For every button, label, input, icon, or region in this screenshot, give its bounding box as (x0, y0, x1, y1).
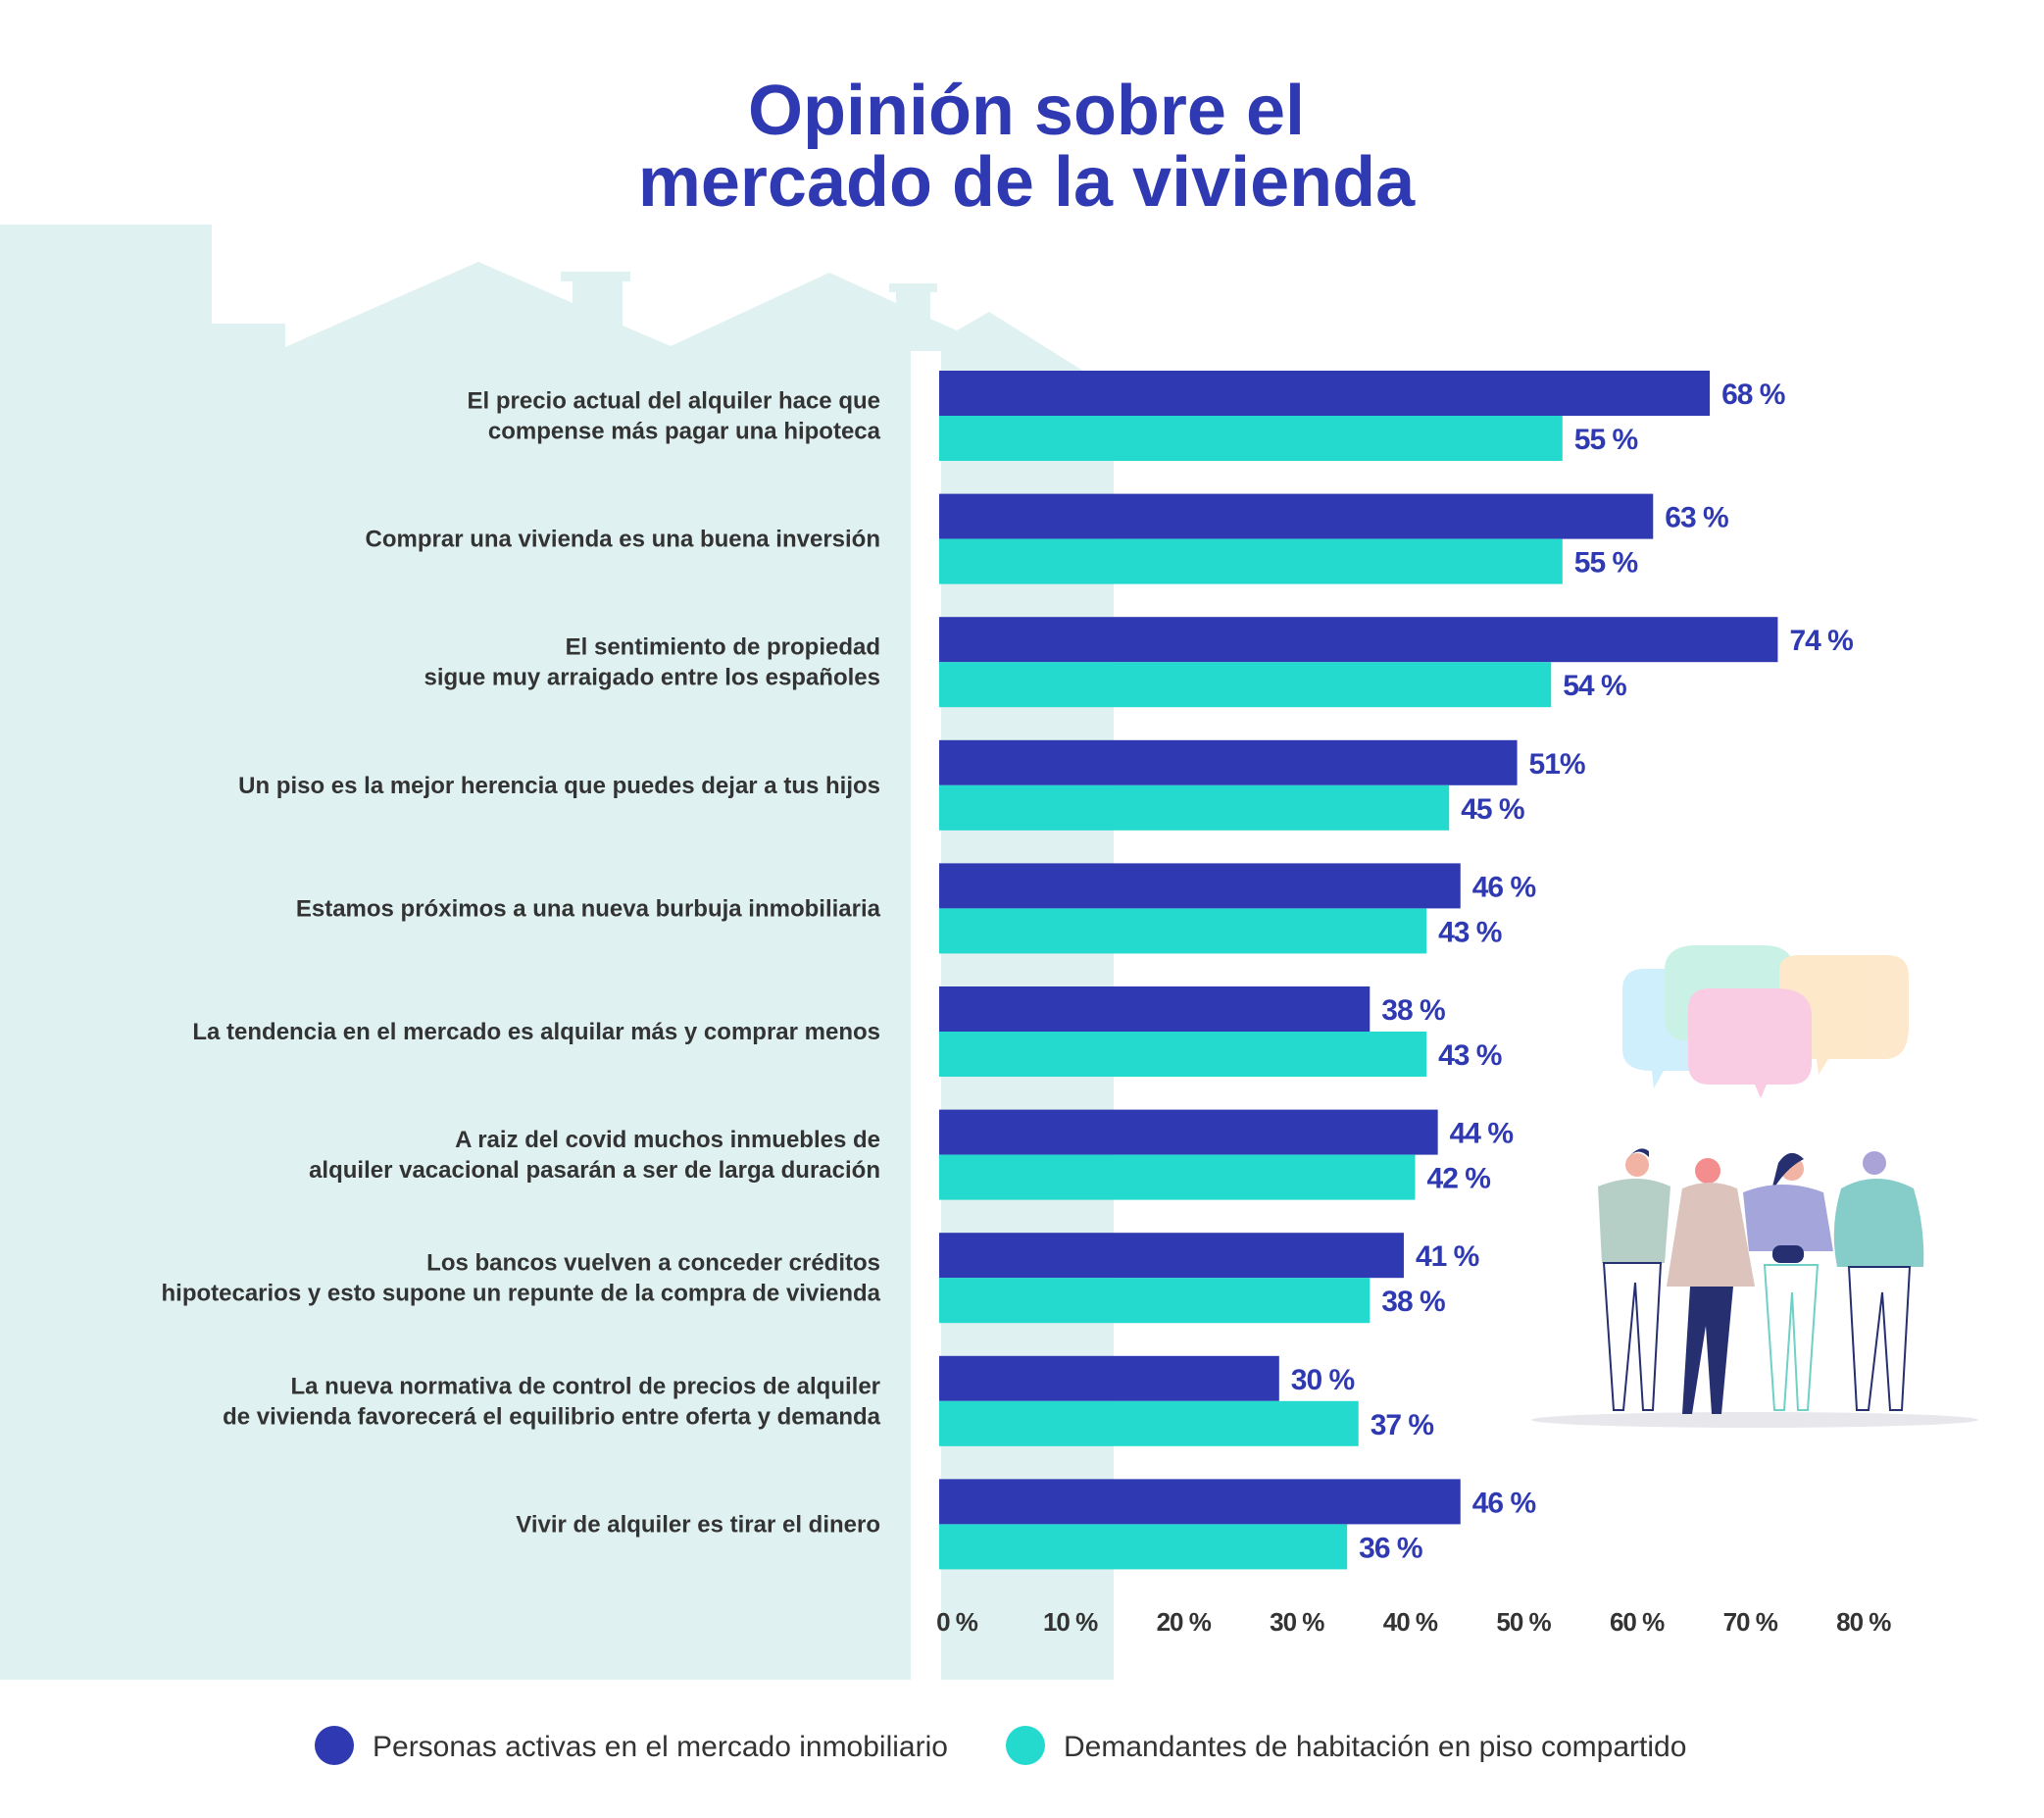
value-label-series-2: 55 % (1574, 547, 1638, 580)
value-label-series-1: 44 % (1450, 1118, 1514, 1150)
x-tick-label: 10 % (1043, 1607, 1098, 1637)
category-label: Comprar una vivienda es una buena invers… (366, 527, 880, 553)
legend-label-series-1: Personas activas en el mercado inmobilia… (373, 1731, 948, 1763)
category-row: A raiz del covid muchos inmuebles de alqu… (309, 1109, 1514, 1200)
category-label: compense más pagar una hipoteca (488, 419, 881, 445)
x-tick-label: 40 % (1383, 1607, 1438, 1637)
legend-marker-series-1 (315, 1726, 354, 1765)
value-label-series-2: 38 % (1381, 1286, 1445, 1318)
house-silhouette-background (0, 225, 1114, 1680)
value-label-series-1: 68 % (1721, 379, 1785, 411)
value-label-series-1: 46 % (1472, 1487, 1536, 1519)
bar-series-1 (939, 739, 1518, 785)
category-label: Estamos próximos a una nueva burbuja inm… (296, 895, 881, 922)
chart-title-line-2: mercado de la vivienda (638, 143, 1416, 222)
value-label-series-1: 51% (1529, 748, 1585, 781)
value-label-series-2: 54 % (1563, 670, 1626, 702)
person-3 (1743, 1152, 1833, 1411)
category-label: hipotecarios y esto supone un repunte de… (161, 1281, 880, 1307)
category-row: Comprar una vivienda es una buena invers… (366, 493, 1729, 584)
category-row: La nueva normativa de control de precios… (223, 1355, 1434, 1446)
value-label-series-1: 63 % (1665, 502, 1728, 534)
value-label-series-1: 74 % (1789, 625, 1853, 657)
x-tick-label: 20 % (1157, 1607, 1212, 1637)
bar-series-1 (939, 371, 1711, 416)
category-label: El precio actual del alquiler hace que (468, 388, 880, 415)
bar-series-1 (939, 1355, 1279, 1401)
person-1 (1598, 1148, 1670, 1411)
category-label: El sentimiento de propiedad (566, 634, 880, 661)
x-tick-label: 70 % (1723, 1607, 1778, 1637)
value-label-series-2: 45 % (1461, 793, 1524, 826)
bar-series-2 (939, 416, 1563, 461)
value-label-series-1: 30 % (1291, 1364, 1355, 1396)
category-row: Los bancos vuelven a conceder créditos hi… (161, 1233, 1480, 1324)
x-tick-label: 0 % (936, 1607, 978, 1637)
ground-shadow (1531, 1412, 1978, 1428)
person-4 (1833, 1151, 1924, 1411)
bar-series-2 (939, 1154, 1416, 1200)
bar-series-2 (939, 1400, 1359, 1446)
bar-series-1 (939, 986, 1371, 1032)
category-label: La tendencia en el mercado es alquilar m… (192, 1019, 880, 1045)
value-label-series-2: 37 % (1371, 1409, 1434, 1441)
bar-series-1 (939, 1479, 1461, 1525)
bar-series-2 (939, 538, 1563, 584)
bar-series-2 (939, 1524, 1348, 1570)
value-label-series-2: 43 % (1438, 1039, 1502, 1072)
category-label: Un piso es la mejor herencia que puedes … (238, 773, 880, 799)
value-label-series-2: 36 % (1359, 1532, 1422, 1564)
value-label-series-1: 46 % (1472, 871, 1536, 903)
value-label-series-2: 55 % (1574, 424, 1638, 456)
category-label: Los bancos vuelven a conceder créditos (426, 1250, 880, 1277)
value-label-series-1: 41 % (1416, 1240, 1479, 1273)
bar-series-1 (939, 863, 1461, 909)
legend-label-series-2: Demandantes de habitación en piso compar… (1064, 1731, 1686, 1763)
x-tick-label: 60 % (1610, 1607, 1665, 1637)
people-illustration (1531, 945, 1978, 1428)
x-tick-label: 30 % (1270, 1607, 1324, 1637)
value-label-series-2: 43 % (1438, 916, 1502, 948)
category-label: A raiz del covid muchos inmuebles de (455, 1127, 880, 1153)
category-row: Vivir de alquiler es tirar el dinero 46 %… (516, 1479, 1536, 1570)
category-row: El sentimiento de propiedad sigue muy arr… (424, 617, 1854, 708)
category-label: La nueva normativa de control de precios… (291, 1373, 881, 1399)
category-label: de vivienda favorecerá el equilibrio ent… (223, 1403, 881, 1430)
legend-marker-series-2 (1006, 1726, 1045, 1765)
bar-series-2 (939, 784, 1450, 831)
bar-series-1 (939, 1109, 1438, 1155)
bar-series-1 (939, 1233, 1404, 1279)
value-label-series-1: 38 % (1381, 994, 1445, 1027)
bar-series-1 (939, 617, 1778, 663)
person-2 (1667, 1158, 1755, 1414)
bar-series-2 (939, 1278, 1371, 1324)
category-label: alquiler vacacional pasarán a ser de lar… (309, 1157, 880, 1184)
bar-series-2 (939, 908, 1427, 954)
category-row: Un piso es la mejor herencia que puedes … (238, 739, 1586, 831)
bar-series-2 (939, 1032, 1427, 1077)
bar-series-2 (939, 662, 1552, 708)
category-row: Estamos próximos a una nueva burbuja inm… (296, 863, 1536, 954)
x-tick-label: 50 % (1496, 1607, 1551, 1637)
x-tick-label: 80 % (1836, 1607, 1891, 1637)
category-label: sigue muy arraigado entre los españoles (424, 665, 881, 691)
legend: Personas activas en el mercado inmobilia… (315, 1726, 1686, 1765)
speech-bubbles (1622, 945, 1909, 1098)
value-label-series-2: 42 % (1427, 1163, 1491, 1195)
category-row: El precio actual del alquiler hace que co… (468, 371, 1786, 461)
bar-series-1 (939, 493, 1654, 539)
chart-title-line-1: Opinión sobre el (748, 72, 1305, 150)
category-row: La tendencia en el mercado es alquilar m… (192, 986, 1503, 1077)
category-label: Vivir de alquiler es tirar el dinero (516, 1511, 880, 1538)
